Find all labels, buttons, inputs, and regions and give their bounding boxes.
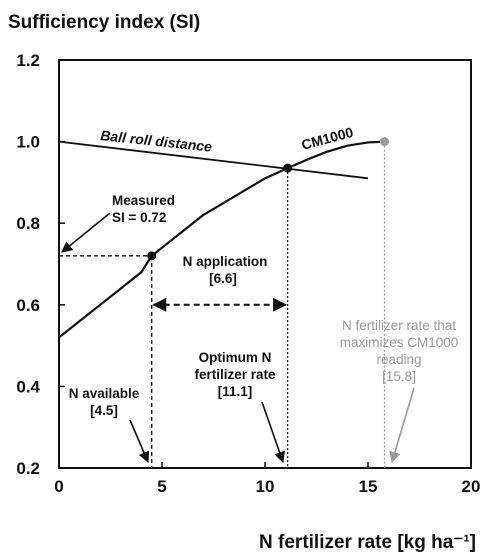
arrow-n-available: [129, 419, 150, 464]
annotation-optimum-3: [11.1]: [218, 384, 253, 399]
series-label-ball-roll: Ball roll distance: [100, 127, 213, 155]
arrow-optimum: [261, 401, 285, 464]
y-tick-label: 0.8: [16, 214, 40, 233]
guide-lines: [59, 141, 386, 468]
annotation-max-3: reading: [376, 352, 421, 367]
annotation-measured-value: SI = 0.72: [112, 210, 166, 225]
y-axis-title: Sufficiency index (SI): [8, 12, 200, 33]
annotation-n-available-value: [4.5]: [90, 403, 118, 418]
y-tick-label: 1.0: [16, 133, 40, 152]
point-measured-si: [147, 251, 157, 261]
arrow-max-rate: [389, 387, 415, 464]
point-max-reading: [379, 137, 389, 147]
point-optimum: [283, 163, 293, 173]
x-tick-label: 20: [462, 477, 481, 496]
x-ticks: 0 5 10 15 20: [54, 462, 480, 496]
annotation-n-application: N application: [183, 254, 268, 269]
arrow-measured: [61, 212, 111, 253]
series-group: [58, 137, 389, 339]
x-tick-label: 15: [359, 477, 378, 496]
annotation-measured: Measured: [112, 193, 175, 208]
annotation-n-available: N available: [69, 386, 140, 401]
y-tick-label: 0.6: [16, 296, 40, 315]
y-ticks: 0.2 0.4 0.6 0.8 1.0 1.2: [16, 51, 65, 478]
series-line-ball-roll: [58, 140, 369, 180]
x-axis-title: N fertilizer rate [kg ha⁻¹]: [259, 532, 476, 553]
y-tick-label: 0.4: [16, 377, 40, 396]
annotation-max-4: [15.8]: [382, 369, 416, 384]
series-label-cm1000: CM1000: [300, 124, 355, 153]
x-tick-label: 10: [256, 477, 275, 496]
annotation-optimum-2: fertilizer rate: [194, 367, 276, 382]
y-tick-label: 0.2: [16, 459, 40, 478]
x-tick-label: 5: [157, 477, 166, 496]
annotation-n-application-value: [6.6]: [209, 271, 237, 286]
annotation-max-1: N fertilizer rate that: [342, 318, 456, 333]
series-line-cm1000: [58, 140, 385, 339]
annotation-max-2: maximizes CM1000: [340, 335, 459, 350]
x-tick-label: 0: [54, 477, 63, 496]
y-tick-label: 1.2: [16, 51, 40, 70]
annotation-optimum-1: Optimum N: [199, 350, 272, 365]
